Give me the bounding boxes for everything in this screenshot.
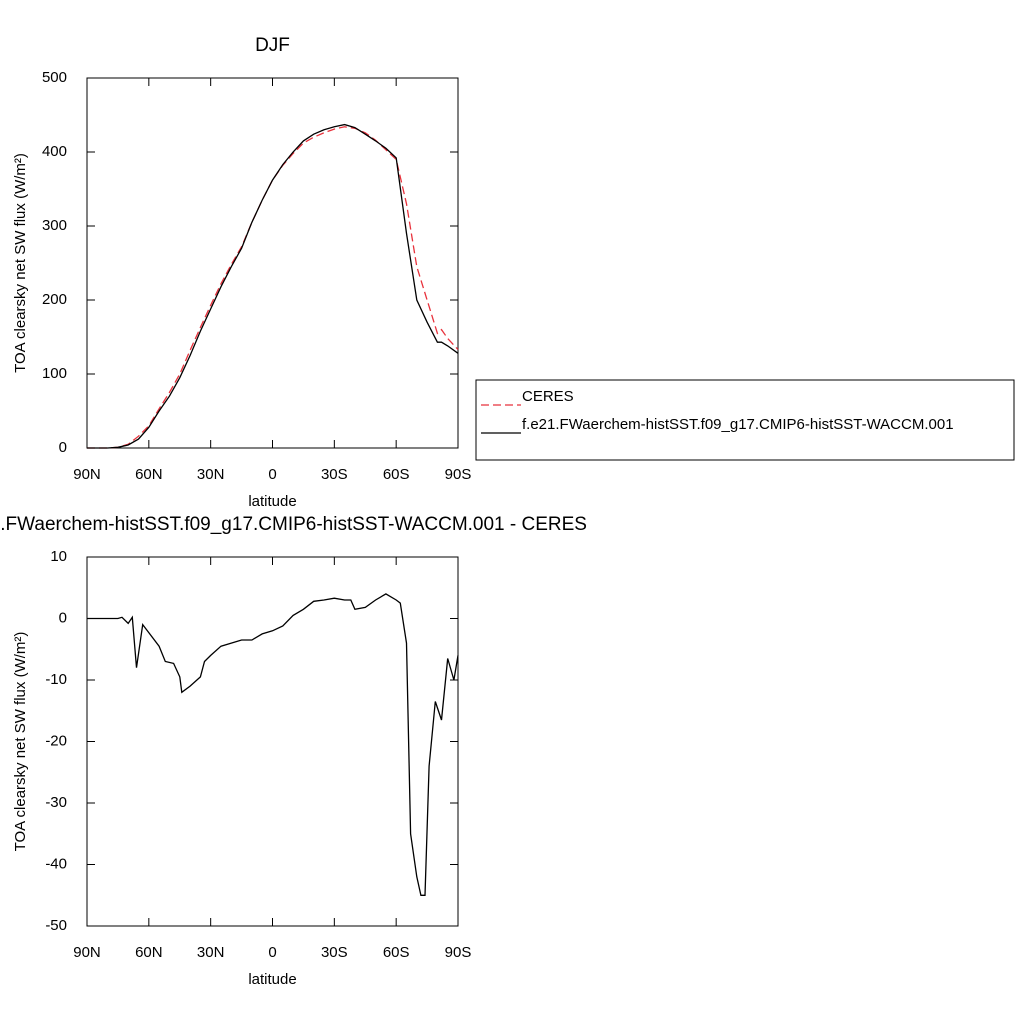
data-line bbox=[87, 123, 459, 449]
y-tick-label: -40 bbox=[45, 855, 67, 872]
x-tick-label: 0 bbox=[268, 466, 276, 483]
y-tick-label: 300 bbox=[42, 217, 67, 234]
y-axis-label: TOA clearsky net SW flux (W/m²) bbox=[12, 153, 29, 373]
legend-label: CERES bbox=[522, 388, 574, 405]
x-tick-label: 60S bbox=[383, 466, 410, 483]
x-tick-label: 30S bbox=[321, 466, 348, 483]
x-tick-label: 0 bbox=[268, 944, 276, 961]
x-tick-label: 90N bbox=[73, 944, 101, 961]
y-tick-label: 200 bbox=[42, 291, 67, 308]
legend-label: f.e21.FWaerchem-histSST.f09_g17.CMIP6-hi… bbox=[522, 416, 954, 433]
x-tick-label: 30S bbox=[321, 944, 348, 961]
legend-box bbox=[475, 379, 1015, 461]
x-tick-label: 90S bbox=[445, 944, 472, 961]
y-tick-label: 10 bbox=[50, 548, 67, 565]
x-tick-label: 30N bbox=[197, 944, 225, 961]
plot-frame bbox=[86, 77, 459, 449]
y-tick-label: 0 bbox=[59, 439, 67, 456]
x-tick-label: 90S bbox=[445, 466, 472, 483]
y-tick-label: -50 bbox=[45, 917, 67, 934]
y-tick-label: -10 bbox=[45, 671, 67, 688]
data-line bbox=[87, 126, 459, 449]
y-tick-label: 0 bbox=[59, 609, 67, 626]
y-tick-label: 500 bbox=[42, 69, 67, 86]
x-axis-label: latitude bbox=[248, 971, 296, 988]
data-line bbox=[87, 593, 459, 896]
x-tick-label: 60S bbox=[383, 944, 410, 961]
y-axis-label: TOA clearsky net SW flux (W/m²) bbox=[12, 632, 29, 852]
y-tick-label: -30 bbox=[45, 794, 67, 811]
chart-title: DJF bbox=[255, 35, 290, 56]
x-tick-label: 30N bbox=[197, 466, 225, 483]
chart-title: f.e21.FWaerchem-histSST.f09_g17.CMIP6-hi… bbox=[0, 514, 587, 535]
x-axis-label: latitude bbox=[248, 493, 296, 510]
x-tick-label: 60N bbox=[135, 466, 163, 483]
y-tick-label: -20 bbox=[45, 732, 67, 749]
x-tick-label: 60N bbox=[135, 944, 163, 961]
y-tick-label: 400 bbox=[42, 143, 67, 160]
x-tick-label: 90N bbox=[73, 466, 101, 483]
y-tick-label: 100 bbox=[42, 365, 67, 382]
